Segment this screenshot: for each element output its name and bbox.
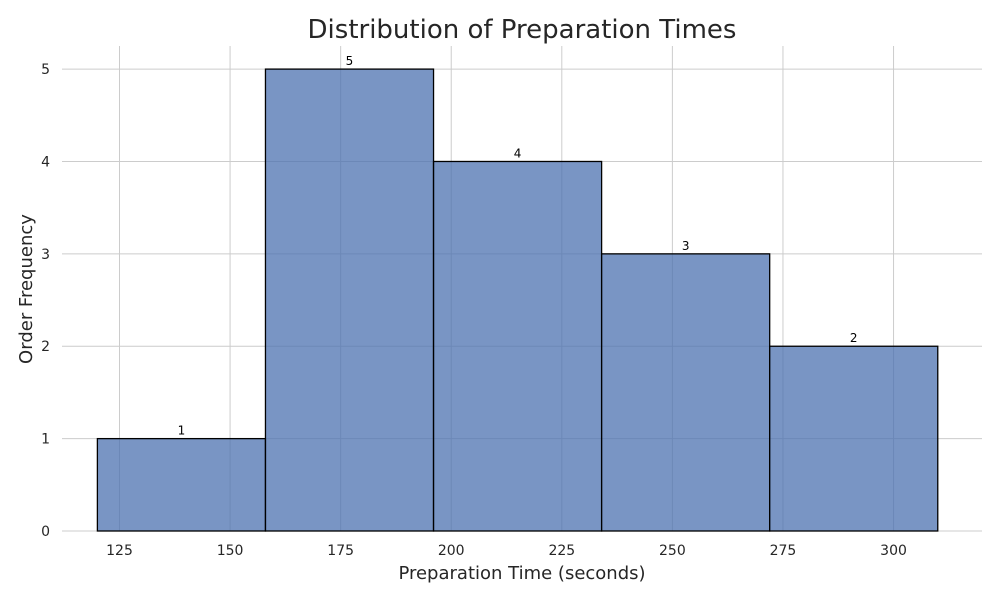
histogram-bars — [96, 68, 939, 532]
histogram-bar-0 — [96, 437, 267, 532]
bar-value-label-1: 5 — [346, 54, 354, 68]
x-tick-labels: 125 150 175 200 225 250 275 300 — [106, 543, 907, 559]
x-tick-label-0: 125 — [106, 543, 133, 559]
y-tick-label-4: 4 — [41, 154, 50, 170]
chart-title: Distribution of Preparation Times — [308, 15, 737, 45]
x-tick-label-1: 150 — [217, 543, 244, 559]
bar-value-label-3: 3 — [682, 239, 690, 253]
bar-value-label-0: 1 — [178, 424, 186, 438]
y-tick-labels: 0 1 2 3 4 5 — [41, 62, 50, 540]
x-tick-label-6: 275 — [770, 543, 797, 559]
y-tick-label-1: 1 — [41, 432, 50, 448]
x-tick-label-4: 225 — [548, 543, 575, 559]
histogram-bar-3 — [600, 253, 771, 532]
histogram-bar-2 — [432, 160, 603, 532]
bar-value-label-2: 4 — [514, 146, 522, 160]
x-tick-label-5: 250 — [659, 543, 686, 559]
bar-value-label-4: 2 — [850, 331, 858, 345]
y-tick-label-0: 0 — [41, 524, 50, 540]
x-tick-label-2: 175 — [327, 543, 354, 559]
y-tick-label-2: 2 — [41, 339, 50, 355]
y-axis-label: Order Frequency — [16, 214, 37, 364]
x-tick-label-3: 200 — [438, 543, 465, 559]
x-tick-label-7: 300 — [880, 543, 907, 559]
x-axis-label: Preparation Time (seconds) — [398, 563, 645, 584]
histogram-bar-4 — [769, 345, 939, 532]
y-tick-label-5: 5 — [41, 62, 50, 78]
y-tick-label-3: 3 — [41, 247, 50, 263]
bar-value-labels: 1 5 4 3 2 — [178, 54, 858, 438]
histogram-bar-1 — [264, 68, 435, 532]
